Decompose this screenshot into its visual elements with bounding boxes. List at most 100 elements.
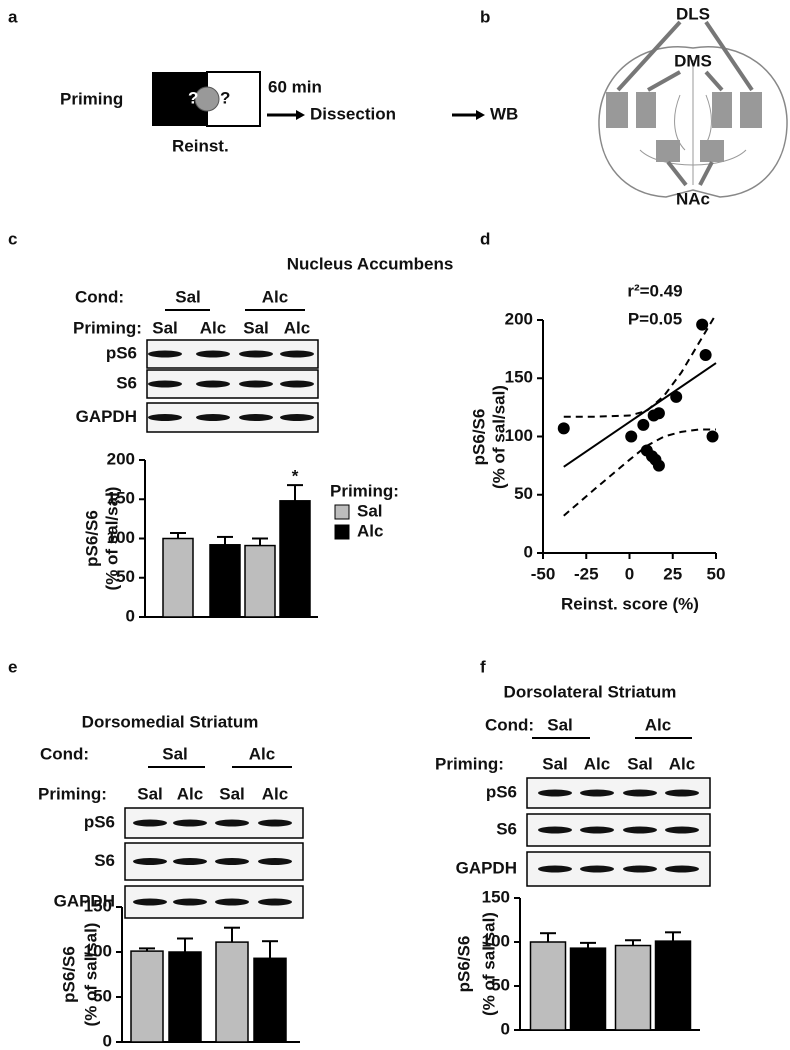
bar [529,941,567,1031]
y-tick-label: 50 [514,484,533,503]
arrow-head [296,110,305,120]
y-axis-label: (% of sal/sal) [102,487,121,591]
blot-row-label: pS6 [486,782,517,801]
blot-band [538,826,572,834]
ci-curve [563,428,716,517]
y-axis-label: (% of sal/sal) [489,385,508,489]
cond-name: Sal [175,287,201,306]
blot-row-label: GAPDH [76,407,137,426]
y-tick-label: 200 [505,309,533,328]
blot-band [665,865,699,873]
blot-row-label: GAPDH [456,858,517,877]
blot-band [239,350,273,358]
bar [569,947,607,1031]
cond-name: Alc [262,287,288,306]
icon-mark: ? [220,88,230,107]
blot-row-label: pS6 [84,812,115,831]
y-tick-label: 150 [482,887,510,906]
blot-band [173,898,207,906]
lane-label: Sal [542,754,568,773]
blot-band [580,789,614,797]
lane-label: Alc [262,784,288,803]
blot-band [580,865,614,873]
x-tick-label: 25 [663,564,682,583]
point [652,407,665,420]
x-tick-label: 0 [625,564,634,583]
bar [168,951,202,1043]
y-tick-label: 50 [116,567,135,586]
panel-label: f [480,657,486,676]
blot-band [538,789,572,797]
text: Dissection [310,104,396,123]
blot-band [538,865,572,873]
cond-name: Sal [547,715,573,734]
region-blocks [606,92,762,162]
fit-line [563,362,717,468]
point [706,430,719,443]
y-axis-label: (% of sal/sal) [479,912,498,1016]
region-label: DMS [674,51,712,70]
priming-label: Priming: [73,318,142,337]
x-tick-label: -50 [531,564,556,583]
blot-row-label: pS6 [106,343,137,362]
lane-label: Sal [152,318,178,337]
lane-label: Sal [219,784,245,803]
blot-band [196,380,230,388]
y-tick-label: 200 [107,449,135,468]
priming-label: Priming: [435,754,504,773]
y-axis-label: (% of sal/sal) [81,923,100,1027]
blot-band [623,789,657,797]
y-tick-label: 100 [482,931,510,950]
ci-curve [563,313,717,418]
lane-label: Alc [177,784,203,803]
priming-label: Priming: [38,784,107,803]
stat-text: r²=0.49 [627,281,682,300]
bar [162,537,194,618]
bar [130,950,164,1043]
lane-label: Alc [200,318,226,337]
blot-band [665,789,699,797]
lane-label: Alc [584,754,610,773]
mouse-icon [194,86,220,112]
bar [244,544,276,618]
text: WB [490,104,518,123]
y-tick-label: 150 [505,368,533,387]
blot-row-label: S6 [116,373,137,392]
bar [654,940,692,1031]
blot-band [623,826,657,834]
blot-band [148,414,182,421]
blot-band [239,380,273,388]
y-axis-label: pS6/S6 [82,510,101,567]
panel-label: d [480,229,490,248]
blot-row-label: GAPDH [54,891,115,910]
blot-band [133,898,167,906]
blot-band [148,380,182,388]
blot-band [258,858,292,865]
blot-band [280,350,314,358]
blot-band [623,865,657,873]
blot-band [173,819,207,827]
y-tick-label: 150 [107,489,135,508]
chart-title: Nucleus Accumbens [287,254,454,273]
icon-mark: ? [188,88,198,107]
text: Reinst. [172,136,229,155]
point [652,459,665,472]
y-axis-label: pS6/S6 [59,946,78,1003]
cond-label: Cond: [75,287,124,306]
blot-band [215,858,249,865]
blot-band [258,898,292,906]
lane-label: Sal [243,318,269,337]
blot-band [215,898,249,906]
bar [253,957,287,1043]
point [637,418,650,431]
legend-swatch [334,504,350,520]
lane-label: Sal [627,754,653,773]
text: 60 min [268,77,322,96]
blot-band [258,819,292,827]
region-label: NAc [676,189,710,208]
arrow-head [476,110,485,120]
point [670,390,683,403]
blot-band [133,819,167,827]
legend-label: Sal [357,501,383,520]
